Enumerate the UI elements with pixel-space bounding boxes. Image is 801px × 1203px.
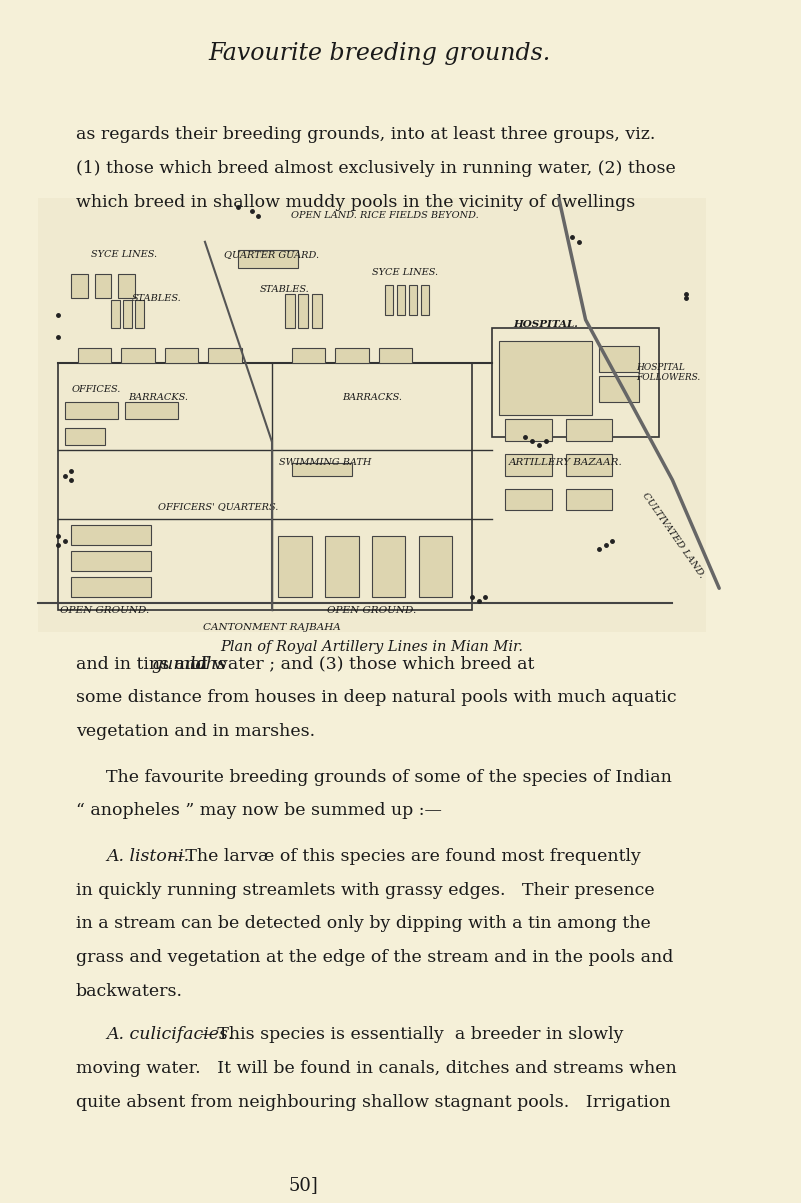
Text: ARTILLERY BAZAAR.: ARTILLERY BAZAAR. (509, 458, 622, 467)
Bar (135, 301, 144, 328)
Bar (566, 454, 612, 475)
Bar (566, 420, 612, 442)
Bar (279, 537, 312, 597)
Bar (65, 428, 105, 445)
Text: vegetation and in marshes.: vegetation and in marshes. (76, 723, 315, 740)
Bar (71, 577, 151, 597)
Text: —This species is essentially  a breeder in slowly: —This species is essentially a breeder i… (199, 1026, 623, 1043)
Text: some distance from houses in deep natural pools with much aquatic: some distance from houses in deep natura… (76, 689, 677, 706)
Bar (325, 537, 359, 597)
Text: SYCE LINES.: SYCE LINES. (91, 250, 158, 260)
Bar (599, 377, 639, 402)
Bar (397, 285, 405, 315)
Text: CULTIVATED LAND.: CULTIVATED LAND. (640, 491, 706, 580)
Text: SYCE LINES.: SYCE LINES. (372, 268, 438, 277)
Text: A. culicifacies.: A. culicifacies. (107, 1026, 234, 1043)
Text: The favourite breeding grounds of some of the species of Indian: The favourite breeding grounds of some o… (107, 769, 672, 786)
Bar (65, 402, 118, 420)
Text: BARRACKS.: BARRACKS. (128, 393, 188, 402)
Bar (335, 348, 368, 363)
Bar (123, 301, 132, 328)
Bar (111, 301, 120, 328)
Text: OFFICES.: OFFICES. (71, 385, 121, 393)
Text: which breed in shallow muddy pools in the vicinity of dwellings: which breed in shallow muddy pools in th… (76, 194, 635, 211)
Text: HOSPITAL
FOLLOWERS.: HOSPITAL FOLLOWERS. (636, 363, 700, 383)
Bar (71, 274, 88, 298)
Bar (421, 285, 429, 315)
Text: OFFICERS' QUARTERS.: OFFICERS' QUARTERS. (158, 502, 279, 510)
Bar (566, 488, 612, 510)
Text: moving water.   It will be found in canals, ditches and streams when: moving water. It will be found in canals… (76, 1060, 677, 1077)
Bar (95, 274, 111, 298)
Text: OPEN GROUND.: OPEN GROUND. (60, 605, 149, 615)
Text: Favourite breeding grounds.: Favourite breeding grounds. (208, 42, 550, 65)
Text: of water ; and (3) those which breed at: of water ; and (3) those which breed at (185, 656, 534, 672)
Text: STABLES.: STABLES. (131, 294, 181, 303)
Bar (292, 348, 325, 363)
Bar (58, 363, 472, 610)
Bar (492, 328, 659, 437)
Text: 50]: 50] (288, 1177, 319, 1195)
Bar (599, 345, 639, 372)
Text: (1) those which breed almost exclusively in running water, (2) those: (1) those which breed almost exclusively… (76, 160, 676, 177)
Text: CANTONMENT RAJBAHA: CANTONMENT RAJBAHA (203, 623, 340, 632)
Text: BARRACKS.: BARRACKS. (342, 393, 402, 402)
Text: gumlahs: gumlahs (152, 656, 227, 672)
Bar (71, 551, 151, 571)
Text: grass and vegetation at the edge of the stream and in the pools and: grass and vegetation at the edge of the … (76, 949, 674, 966)
Bar (385, 285, 393, 315)
Bar (312, 294, 322, 328)
Bar (292, 463, 352, 475)
Bar (122, 348, 155, 363)
Text: QUARTER GUARD.: QUARTER GUARD. (224, 250, 320, 260)
Bar (71, 526, 151, 545)
Text: backwaters.: backwaters. (76, 983, 183, 1000)
Text: in quickly running streamlets with grassy edges.   Their presence: in quickly running streamlets with grass… (76, 882, 654, 899)
Text: SWIMMING BATH: SWIMMING BATH (279, 458, 372, 467)
Bar (505, 420, 552, 442)
Bar (38, 198, 706, 632)
Text: in a stream can be detected only by dipping with a tin among the: in a stream can be detected only by dipp… (76, 915, 650, 932)
Bar (78, 348, 111, 363)
Bar (165, 348, 198, 363)
Text: and in tins and: and in tins and (76, 656, 213, 672)
Text: Plan of Royal Artillery Lines in Mian Mir.: Plan of Royal Artillery Lines in Mian Mi… (220, 640, 523, 654)
Text: OPEN LAND. RICE FIELDS BEYOND.: OPEN LAND. RICE FIELDS BEYOND. (292, 212, 479, 220)
Bar (409, 285, 417, 315)
Bar (379, 348, 412, 363)
Bar (505, 454, 552, 475)
Bar (125, 402, 178, 420)
Bar (505, 488, 552, 510)
Text: OPEN GROUND.: OPEN GROUND. (328, 605, 417, 615)
Bar (499, 342, 592, 415)
Bar (118, 274, 135, 298)
Text: —The larvæ of this species are found most frequently: —The larvæ of this species are found mos… (168, 848, 642, 865)
Text: STABLES.: STABLES. (260, 285, 310, 294)
Text: HOSPITAL.: HOSPITAL. (513, 320, 578, 328)
Bar (285, 294, 295, 328)
Bar (208, 348, 242, 363)
Text: “ anopheles ” may now be summed up :—: “ anopheles ” may now be summed up :— (76, 802, 442, 819)
Text: as regards their breeding grounds, into at least three groups, viz.: as regards their breeding grounds, into … (76, 126, 655, 143)
Text: quite absent from neighbouring shallow stagnant pools.   Irrigation: quite absent from neighbouring shallow s… (76, 1094, 670, 1110)
Text: A. listoni.: A. listoni. (107, 848, 189, 865)
Bar (239, 250, 299, 268)
Bar (372, 537, 405, 597)
Bar (299, 294, 308, 328)
Bar (419, 537, 452, 597)
